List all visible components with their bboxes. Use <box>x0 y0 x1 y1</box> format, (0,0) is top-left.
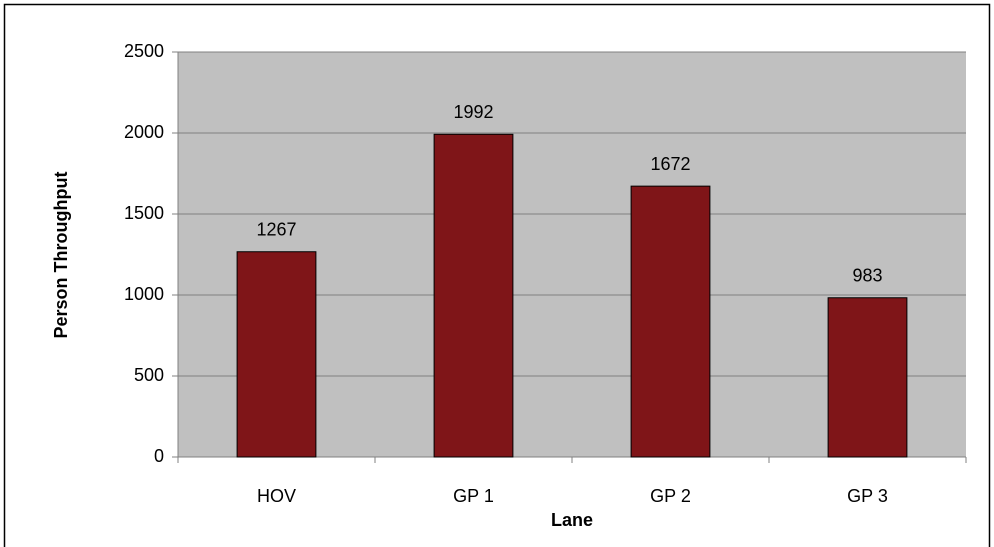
data-label: 1672 <box>650 154 690 174</box>
x-tick-label: HOV <box>257 486 296 506</box>
bar <box>433 133 514 458</box>
bar <box>827 297 908 458</box>
x-axis-label: Lane <box>551 510 593 530</box>
y-tick-label: 0 <box>154 446 164 466</box>
bar <box>630 185 711 458</box>
y-tick-label: 2000 <box>124 122 164 142</box>
bar <box>236 251 317 458</box>
data-label: 1992 <box>453 102 493 122</box>
y-tick-label: 1000 <box>124 284 164 304</box>
x-tick-label: GP 3 <box>847 486 888 506</box>
y-axis-label: Person Throughput <box>51 172 71 339</box>
y-tick-label: 1500 <box>124 203 164 223</box>
x-tick-label: GP 1 <box>453 486 494 506</box>
data-label: 1267 <box>256 219 296 239</box>
data-label: 983 <box>852 266 882 286</box>
y-tick-label: 2500 <box>124 41 164 61</box>
x-tick-label: GP 2 <box>650 486 691 506</box>
y-tick-label: 500 <box>134 365 164 385</box>
